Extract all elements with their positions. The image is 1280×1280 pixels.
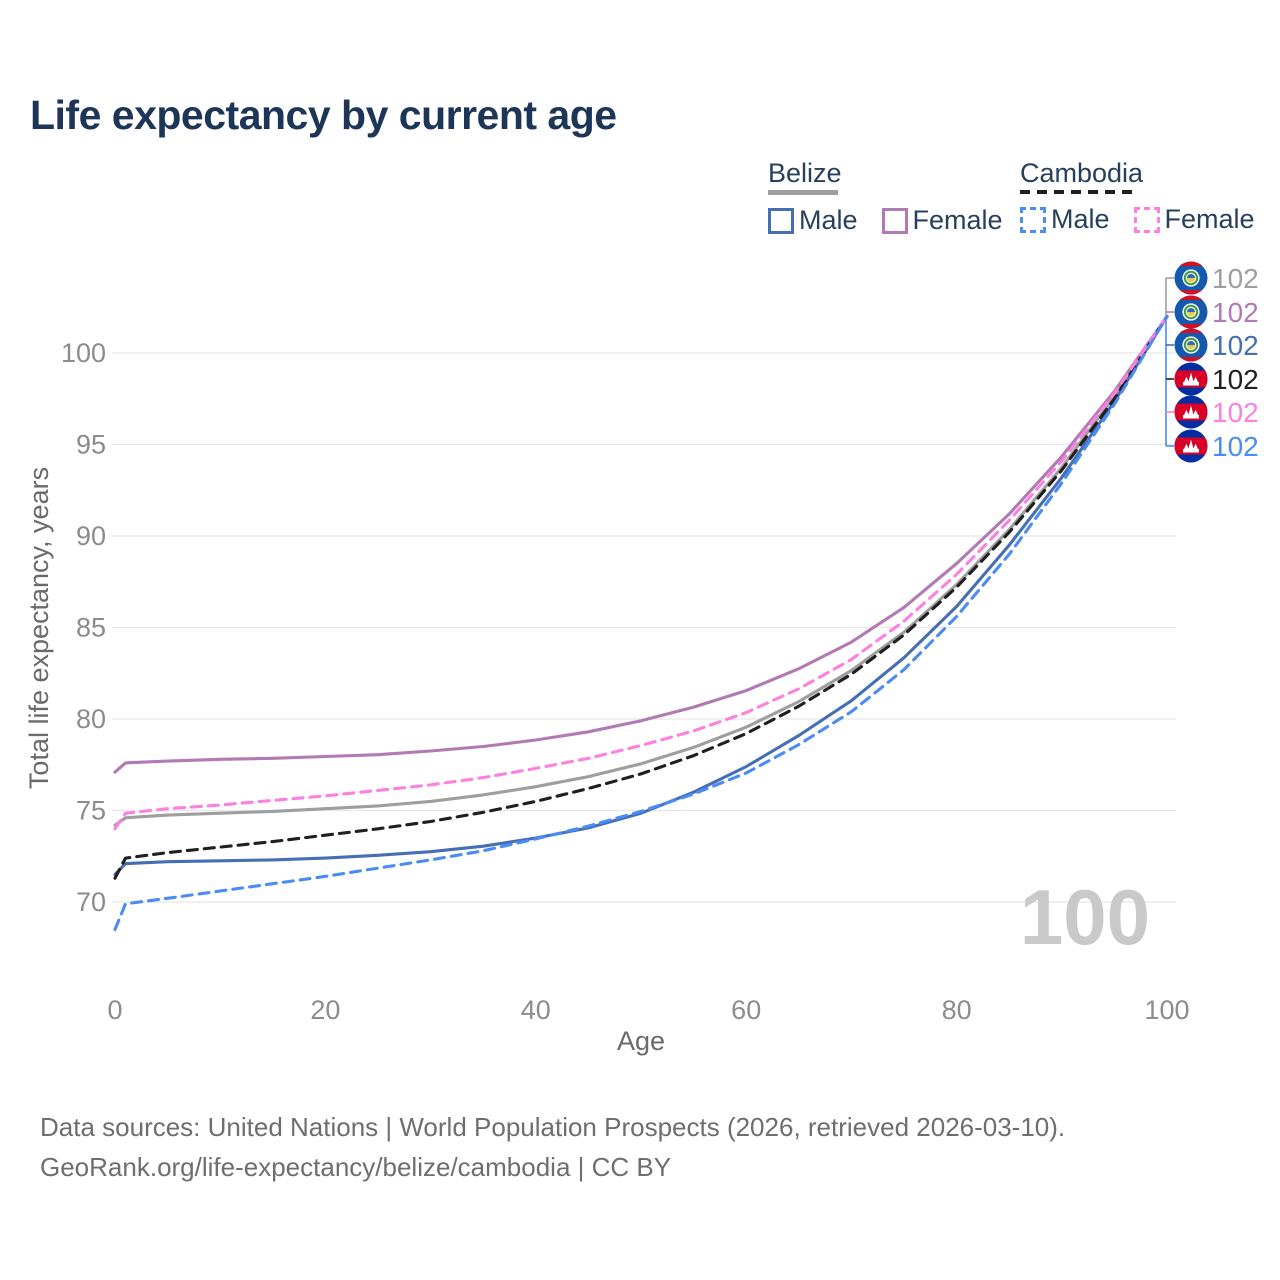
end-label-row-cambodia-both-sexes: 102 xyxy=(1212,364,1259,395)
legend-underline-belize xyxy=(768,190,838,195)
end-label-value: 102 xyxy=(1212,364,1259,395)
x-tick-label: 80 xyxy=(942,995,972,1025)
series-line-belize-both-sexes[interactable] xyxy=(113,314,1169,827)
y-tick-label: 75 xyxy=(76,796,106,826)
legend-label-belize-male[interactable]: Male xyxy=(799,205,858,235)
cambodia-flag-icon xyxy=(1174,429,1208,463)
legend-country-belize[interactable]: Belize xyxy=(768,158,842,188)
end-label-value: 102 xyxy=(1212,297,1259,328)
series-line-cambodia-both-sexes[interactable] xyxy=(113,314,1169,880)
x-tick-label: 100 xyxy=(1144,995,1189,1025)
cambodia-flag-icon xyxy=(1174,395,1208,429)
legend-group-belize: Belize Male Female xyxy=(768,160,1027,236)
x-tick-label: 40 xyxy=(521,995,551,1025)
y-tick-label: 70 xyxy=(76,887,106,917)
x-axis-title: Age xyxy=(617,1026,665,1056)
legend-label-cambodia-male[interactable]: Male xyxy=(1051,204,1110,234)
belize-flag-icon xyxy=(1174,261,1208,295)
series-line-belize-male[interactable] xyxy=(113,314,1169,877)
legend-swatch-cambodia-female[interactable] xyxy=(1133,206,1160,233)
series-line-belize-female[interactable] xyxy=(113,314,1169,774)
footer-attribution-line: GeoRank.org/life-expectancy/belize/cambo… xyxy=(40,1152,672,1182)
y-axis-title: Total life expectancy, years xyxy=(24,467,54,789)
hover-age-watermark: 100 xyxy=(1020,873,1150,961)
belize-flag-icon xyxy=(1174,328,1208,362)
end-label-value: 102 xyxy=(1212,431,1259,462)
end-label-value: 102 xyxy=(1212,397,1259,428)
belize-flag-icon xyxy=(1174,295,1208,329)
y-tick-label: 80 xyxy=(76,704,106,734)
legend-swatch-belize-female[interactable] xyxy=(881,207,908,234)
end-label-row-cambodia-female: 102 xyxy=(1212,397,1259,428)
y-tick-label: 100 xyxy=(61,338,106,368)
x-tick-label: 20 xyxy=(310,995,340,1025)
end-label-value: 102 xyxy=(1212,330,1259,361)
end-label-row-belize-female: 102 xyxy=(1212,297,1259,328)
end-label-row-cambodia-male: 102 xyxy=(1212,431,1259,462)
legend-country-cambodia[interactable]: Cambodia xyxy=(1020,158,1144,188)
end-label-row-belize-both-sexes: 102 xyxy=(1212,263,1259,294)
legend-label-belize-female[interactable]: Female xyxy=(912,205,1003,235)
legend-underline-cambodia xyxy=(1020,190,1138,194)
end-label-value: 102 xyxy=(1212,263,1259,294)
y-tick-label: 85 xyxy=(76,613,106,643)
y-tick-label: 90 xyxy=(76,521,106,551)
legend-swatch-belize-male[interactable] xyxy=(768,207,794,234)
legend-swatch-cambodia-male[interactable] xyxy=(1020,206,1046,233)
footer-source-line: Data sources: United Nations | World Pop… xyxy=(40,1112,1066,1142)
legend-row-cambodia: Male Female xyxy=(1020,204,1279,235)
y-tick-label: 95 xyxy=(76,430,106,460)
series-line-cambodia-female[interactable] xyxy=(113,314,1169,831)
legend-group-cambodia: Cambodia Male Female xyxy=(1020,160,1279,235)
legend-label-cambodia-female[interactable]: Female xyxy=(1164,204,1255,234)
end-label-row-belize-male: 102 xyxy=(1212,330,1259,361)
legend-row-belize: Male Female xyxy=(768,205,1027,236)
cambodia-flag-icon xyxy=(1174,362,1208,396)
x-tick-label: 60 xyxy=(731,995,761,1025)
footer: Data sources: United Nations | World Pop… xyxy=(40,1107,1065,1187)
x-tick-label: 0 xyxy=(107,995,122,1025)
series-line-cambodia-male[interactable] xyxy=(113,314,1169,932)
page-title: Life expectancy by current age xyxy=(30,92,617,138)
